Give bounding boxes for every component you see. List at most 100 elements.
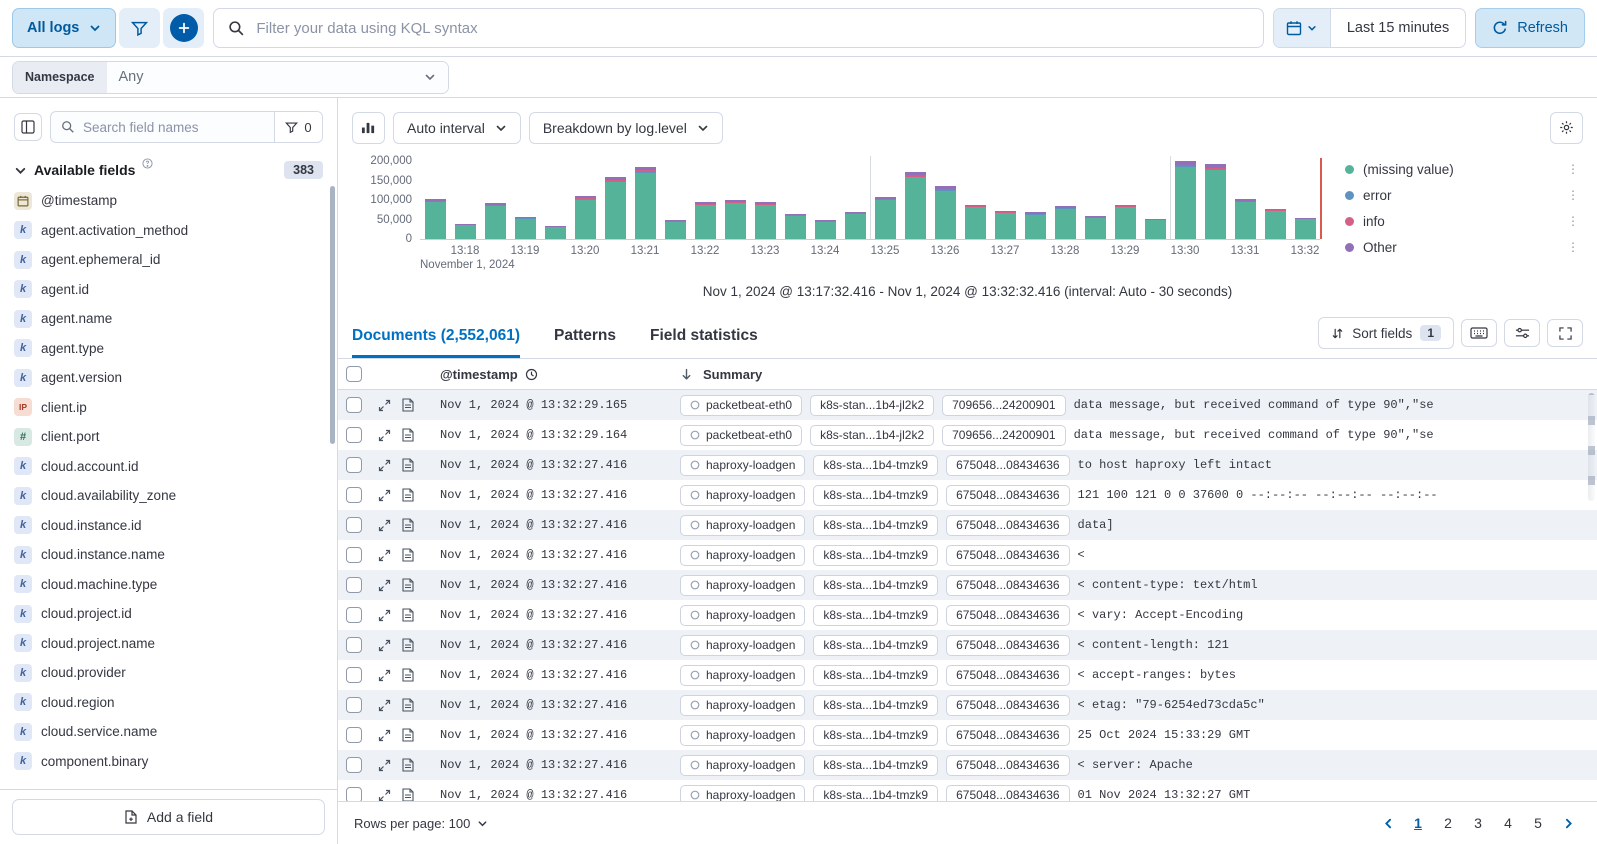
resource-badge[interactable]: packetbeat-eth0 <box>680 394 803 416</box>
row-checkbox[interactable] <box>346 427 362 443</box>
resource-badge[interactable]: 675048...08434636 <box>946 484 1070 506</box>
table-row[interactable]: Nov 1, 2024 @ 13:32:27.416 haproxy-loadge… <box>338 600 1597 630</box>
expand-row-icon[interactable] <box>378 489 391 502</box>
refresh-button[interactable]: Refresh <box>1475 8 1585 48</box>
histogram-bar[interactable] <box>960 162 990 239</box>
histogram-bar[interactable] <box>720 162 750 239</box>
resource-badge[interactable]: 675048...08434636 <box>946 454 1070 476</box>
kql-query-input[interactable] <box>256 19 1249 37</box>
histogram-bar[interactable] <box>780 162 810 239</box>
resource-badge[interactable]: k8s-sta...1b4-tmzk9 <box>813 634 939 656</box>
time-range-button[interactable]: Last 15 minutes <box>1329 9 1465 47</box>
resource-badge[interactable]: packetbeat-eth0 <box>680 424 803 446</box>
expand-row-icon[interactable] <box>378 459 391 472</box>
histogram-bar[interactable] <box>480 162 510 239</box>
table-row[interactable]: Nov 1, 2024 @ 13:32:27.416 haproxy-loadge… <box>338 690 1597 720</box>
resource-badge[interactable]: haproxy-loadgen <box>680 664 806 686</box>
expand-row-icon[interactable] <box>378 669 391 682</box>
next-page-button[interactable] <box>1555 810 1581 836</box>
resource-badge[interactable]: k8s-sta...1b4-tmzk9 <box>813 604 939 626</box>
expand-row-icon[interactable] <box>378 759 391 772</box>
field-list-item[interactable]: k cloud.instance.name <box>0 540 337 570</box>
histogram-bar[interactable] <box>1020 162 1050 239</box>
field-list-item[interactable]: k cloud.machine.type <box>0 570 337 600</box>
row-checkbox[interactable] <box>346 397 362 413</box>
expand-row-icon[interactable] <box>378 639 391 652</box>
table-row[interactable]: Nov 1, 2024 @ 13:32:27.416 haproxy-loadge… <box>338 510 1597 540</box>
field-list-item[interactable]: k cloud.instance.id <box>0 511 337 541</box>
resource-badge[interactable]: k8s-sta...1b4-tmzk9 <box>813 664 939 686</box>
summary-column-header[interactable]: Summary <box>680 366 1597 382</box>
document-icon[interactable] <box>402 608 414 622</box>
field-list-item[interactable]: k cloud.availability_zone <box>0 481 337 511</box>
sidebar-scrollbar[interactable] <box>330 186 335 444</box>
expand-row-icon[interactable] <box>378 729 391 742</box>
page-1-button[interactable]: 1 <box>1405 810 1431 836</box>
row-checkbox[interactable] <box>346 457 362 473</box>
previous-page-button[interactable] <box>1375 810 1401 836</box>
table-row[interactable]: Nov 1, 2024 @ 13:32:27.416 haproxy-loadge… <box>338 720 1597 750</box>
resource-badge[interactable]: 675048...08434636 <box>946 694 1070 716</box>
field-list-item[interactable]: k agent.type <box>0 334 337 364</box>
histogram-bar[interactable] <box>690 162 720 239</box>
document-icon[interactable] <box>402 728 414 742</box>
document-icon[interactable] <box>402 758 414 772</box>
select-all-checkbox[interactable] <box>346 366 362 382</box>
histogram-bar[interactable] <box>900 162 930 239</box>
field-list-item[interactable]: k component.binary <box>0 747 337 777</box>
resource-badge[interactable]: k8s-sta...1b4-tmzk9 <box>813 514 939 536</box>
legend-item[interactable]: error ⋮ <box>1345 183 1579 207</box>
resource-badge[interactable]: haproxy-loadgen <box>680 544 806 566</box>
document-icon[interactable] <box>402 788 414 801</box>
expand-row-icon[interactable] <box>378 579 391 592</box>
resource-badge[interactable]: 675048...08434636 <box>946 634 1070 656</box>
row-checkbox[interactable] <box>346 667 362 683</box>
sidebar-collapse-button[interactable] <box>14 113 42 141</box>
resource-badge[interactable]: 675048...08434636 <box>946 544 1070 566</box>
histogram-bar[interactable] <box>1110 162 1140 239</box>
field-list-item[interactable]: # client.port <box>0 422 337 452</box>
histogram-bar[interactable] <box>840 162 870 239</box>
resource-badge[interactable]: k8s-stan...1b4-jl2k2 <box>810 394 935 416</box>
chart-options-button[interactable] <box>1550 111 1583 144</box>
histogram-bar[interactable] <box>1170 161 1200 239</box>
table-row[interactable]: Nov 1, 2024 @ 13:32:27.416 haproxy-loadge… <box>338 750 1597 780</box>
document-icon[interactable] <box>402 548 414 562</box>
histogram-bar[interactable] <box>1290 162 1320 239</box>
page-2-button[interactable]: 2 <box>1435 810 1461 836</box>
histogram-bar[interactable] <box>420 162 450 239</box>
resource-badge[interactable]: haproxy-loadgen <box>680 604 806 626</box>
row-checkbox[interactable] <box>346 787 362 801</box>
legend-menu-icon[interactable]: ⋮ <box>1567 188 1579 202</box>
display-options-button[interactable] <box>1504 319 1540 347</box>
table-row[interactable]: Nov 1, 2024 @ 13:32:29.164 packetbeat-eth… <box>338 420 1597 450</box>
histogram-bar[interactable] <box>570 162 600 239</box>
histogram-bar[interactable] <box>540 162 570 239</box>
histogram-bar[interactable] <box>750 162 780 239</box>
legend-item[interactable]: Other ⋮ <box>1345 235 1579 259</box>
chart-toggle-button[interactable] <box>352 111 385 144</box>
document-icon[interactable] <box>402 518 414 532</box>
table-row[interactable]: Nov 1, 2024 @ 13:32:27.416 haproxy-loadge… <box>338 480 1597 510</box>
field-list-item[interactable]: k cloud.service.name <box>0 717 337 747</box>
page-5-button[interactable]: 5 <box>1525 810 1551 836</box>
field-list-item[interactable]: k agent.name <box>0 304 337 334</box>
resource-badge[interactable]: k8s-stan...1b4-jl2k2 <box>810 424 935 446</box>
histogram-bar[interactable] <box>600 162 630 239</box>
page-4-button[interactable]: 4 <box>1495 810 1521 836</box>
interval-select[interactable]: Auto interval <box>393 111 521 144</box>
row-checkbox[interactable] <box>346 487 362 503</box>
resource-badge[interactable]: k8s-sta...1b4-tmzk9 <box>813 784 939 801</box>
tab-patterns[interactable]: Patterns <box>554 327 616 358</box>
table-row[interactable]: Nov 1, 2024 @ 13:32:27.416 haproxy-loadge… <box>338 630 1597 660</box>
resource-badge[interactable]: haproxy-loadgen <box>680 724 806 746</box>
resource-badge[interactable]: haproxy-loadgen <box>680 484 806 506</box>
resource-badge[interactable]: 675048...08434636 <box>946 784 1070 801</box>
legend-menu-icon[interactable]: ⋮ <box>1567 240 1579 254</box>
resource-badge[interactable]: k8s-sta...1b4-tmzk9 <box>813 724 939 746</box>
field-list-item[interactable]: k agent.activation_method <box>0 216 337 246</box>
keyboard-shortcuts-button[interactable] <box>1461 319 1497 347</box>
histogram-bar[interactable] <box>810 162 840 239</box>
table-row[interactable]: Nov 1, 2024 @ 13:32:27.416 haproxy-loadge… <box>338 540 1597 570</box>
field-list-item[interactable]: k cloud.project.id <box>0 599 337 629</box>
